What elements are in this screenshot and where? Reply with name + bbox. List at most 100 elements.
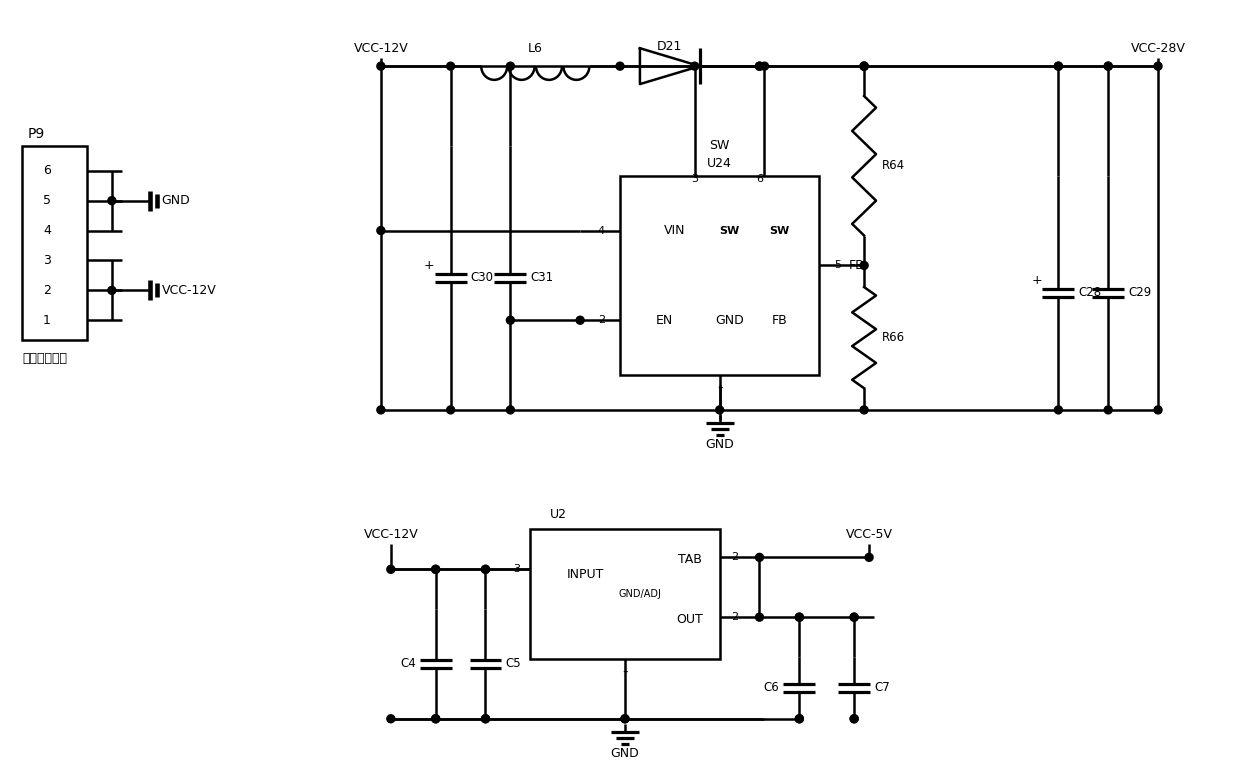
Text: R64: R64: [882, 159, 905, 172]
Bar: [531, 529, 719, 659]
Circle shape: [861, 62, 868, 70]
Bar: [620, 176, 820, 375]
Text: GND: GND: [715, 314, 744, 327]
Circle shape: [861, 62, 868, 70]
Text: VCC-28V: VCC-28V: [1131, 42, 1185, 55]
Text: 2: 2: [598, 315, 605, 325]
Circle shape: [1054, 62, 1063, 70]
Text: 4: 4: [43, 224, 51, 237]
Text: C6: C6: [764, 682, 780, 695]
Circle shape: [691, 62, 698, 70]
Circle shape: [760, 62, 769, 70]
Text: 5: 5: [835, 260, 841, 270]
Circle shape: [481, 565, 490, 573]
Circle shape: [1154, 62, 1162, 70]
Text: GND: GND: [610, 747, 640, 760]
Text: 2: 2: [732, 552, 739, 562]
Circle shape: [506, 316, 515, 324]
Circle shape: [108, 197, 115, 205]
Text: GND: GND: [706, 438, 734, 451]
Circle shape: [1105, 62, 1112, 70]
Text: SW: SW: [719, 226, 740, 236]
Circle shape: [861, 262, 868, 269]
Circle shape: [851, 715, 858, 723]
Text: EN: EN: [656, 314, 673, 327]
Circle shape: [377, 406, 384, 414]
Text: C5: C5: [506, 657, 521, 670]
Circle shape: [481, 565, 490, 573]
Circle shape: [432, 565, 440, 573]
Text: 电源输入接口: 电源输入接口: [22, 352, 67, 365]
Text: TAB: TAB: [678, 553, 702, 566]
Text: SW: SW: [709, 139, 730, 152]
Circle shape: [851, 715, 858, 723]
Circle shape: [795, 614, 804, 621]
Text: VCC-12V: VCC-12V: [353, 42, 408, 55]
Text: 5: 5: [43, 194, 51, 207]
Text: GND: GND: [161, 194, 191, 207]
Text: GND/ADJ: GND/ADJ: [619, 589, 661, 599]
Circle shape: [851, 614, 858, 621]
Circle shape: [481, 715, 490, 723]
Circle shape: [432, 715, 440, 723]
Circle shape: [1105, 62, 1112, 70]
Text: 3: 3: [43, 254, 51, 267]
Text: C4: C4: [401, 657, 415, 670]
Circle shape: [755, 62, 764, 70]
Circle shape: [715, 406, 724, 414]
Circle shape: [755, 62, 764, 70]
Text: D21: D21: [657, 40, 682, 53]
Circle shape: [506, 406, 515, 414]
Circle shape: [377, 62, 384, 70]
Circle shape: [861, 406, 868, 414]
Circle shape: [621, 715, 629, 723]
Text: C29: C29: [1128, 286, 1152, 299]
Circle shape: [755, 553, 764, 562]
Bar: [22, 146, 87, 340]
Circle shape: [866, 553, 873, 562]
Text: -: -: [717, 379, 723, 395]
Circle shape: [621, 715, 629, 723]
Text: -: -: [622, 663, 627, 679]
Text: VCC-12V: VCC-12V: [363, 528, 418, 541]
Circle shape: [446, 406, 455, 414]
Circle shape: [377, 226, 384, 235]
Text: SW: SW: [769, 226, 790, 236]
Text: R66: R66: [882, 331, 905, 344]
Text: +: +: [1032, 274, 1042, 287]
Circle shape: [387, 565, 394, 573]
Text: C7: C7: [874, 682, 890, 695]
Circle shape: [432, 565, 440, 573]
Circle shape: [795, 614, 804, 621]
Circle shape: [577, 316, 584, 324]
Text: C31: C31: [531, 272, 553, 285]
Text: INPUT: INPUT: [567, 568, 604, 581]
Text: 3: 3: [691, 174, 698, 184]
Text: 3: 3: [513, 565, 521, 575]
Text: 6: 6: [756, 174, 763, 184]
Text: 6: 6: [43, 164, 51, 177]
Circle shape: [795, 715, 804, 723]
Text: FB: FB: [849, 259, 866, 272]
Text: VCC-5V: VCC-5V: [846, 528, 893, 541]
Circle shape: [861, 62, 868, 70]
Circle shape: [1154, 406, 1162, 414]
Circle shape: [1105, 406, 1112, 414]
Text: VCC-12V: VCC-12V: [161, 284, 217, 297]
Text: C30: C30: [470, 272, 494, 285]
Circle shape: [616, 62, 624, 70]
Text: 2: 2: [43, 284, 51, 297]
Text: U24: U24: [707, 158, 732, 171]
Circle shape: [1054, 62, 1063, 70]
Circle shape: [432, 715, 440, 723]
Text: P9: P9: [27, 127, 45, 141]
Circle shape: [1054, 406, 1063, 414]
Text: +: +: [423, 259, 434, 272]
Circle shape: [108, 286, 115, 295]
Text: OUT: OUT: [676, 613, 703, 626]
Text: 1: 1: [43, 314, 51, 327]
Circle shape: [481, 715, 490, 723]
Circle shape: [446, 62, 455, 70]
Circle shape: [851, 614, 858, 621]
Circle shape: [387, 715, 394, 723]
